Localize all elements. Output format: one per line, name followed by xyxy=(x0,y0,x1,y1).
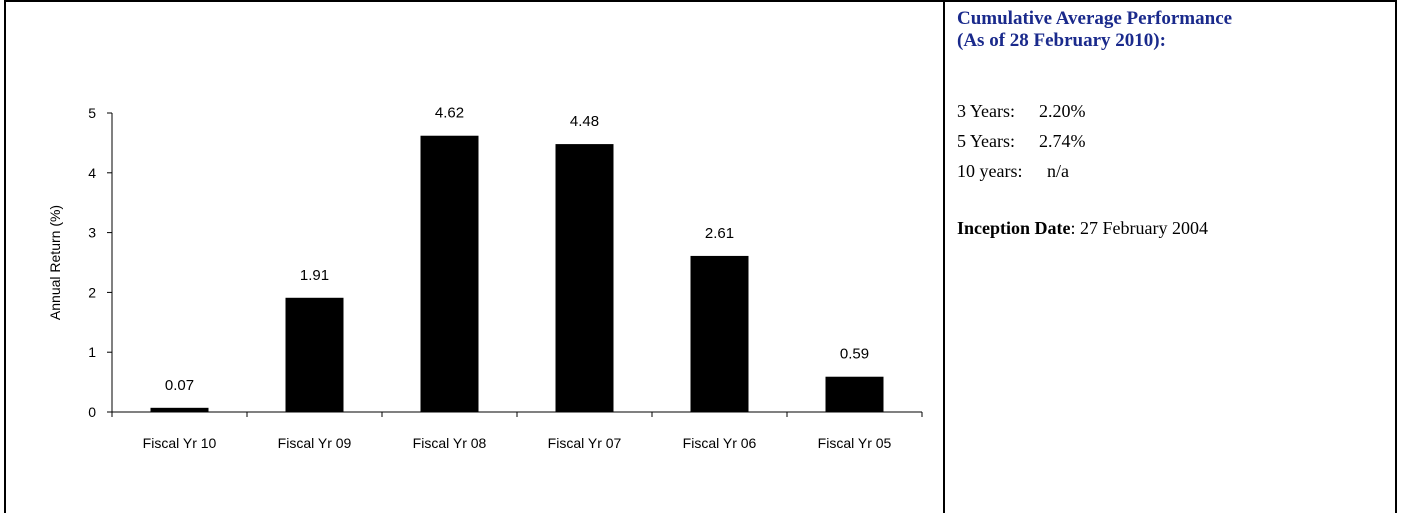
performance-title-line1: Cumulative Average Performance xyxy=(957,8,1233,29)
y-axis: 0 1 2 3 4 5 xyxy=(88,105,113,420)
bar-data-label: 0.07 xyxy=(165,377,194,394)
x-axis: Fiscal Yr 10 Fiscal Yr 09 Fiscal Yr 08 Fisc… xyxy=(111,411,923,451)
performance-label: 10 years: xyxy=(957,161,1023,181)
performance-value: 2.74% xyxy=(1039,131,1086,151)
bar-data-label: 4.48 xyxy=(570,113,599,130)
performance-title-line2: (As of 28 February 2010): xyxy=(957,30,1166,51)
page-frame xyxy=(4,0,1397,513)
x-tick-label: Fiscal Yr 07 xyxy=(548,435,622,451)
inception-value: : 27 February 2004 xyxy=(1070,218,1208,238)
performance-title: Cumulative Average Performance (As of 28… xyxy=(957,8,1387,52)
column-divider xyxy=(943,0,945,513)
y-tick-label: 4 xyxy=(88,165,96,181)
y-tick-label: 5 xyxy=(88,105,96,121)
bar-data-label: 4.62 xyxy=(435,105,464,122)
y-tick-label: 3 xyxy=(88,225,96,241)
x-tick-label: Fiscal Yr 05 xyxy=(818,435,892,451)
x-tick-label: Fiscal Yr 06 xyxy=(683,435,757,451)
bar xyxy=(825,376,884,412)
bars xyxy=(150,135,884,412)
x-tick-label: Fiscal Yr 08 xyxy=(413,435,487,451)
x-tick-label: Fiscal Yr 09 xyxy=(278,435,352,451)
bar xyxy=(690,255,749,412)
bar-data-label: 0.59 xyxy=(840,346,869,363)
y-axis-label: Annual Return (%) xyxy=(47,205,63,320)
performance-row-10y: 10 years: n/a xyxy=(957,156,1387,186)
performance-panel: Cumulative Average Performance (As of 28… xyxy=(957,8,1387,239)
y-tick-label: 0 xyxy=(88,404,96,420)
x-tick-label: Fiscal Yr 10 xyxy=(143,435,217,451)
performance-label: 3 Years: xyxy=(957,101,1016,121)
performance-value: 2.20% xyxy=(1039,101,1086,121)
bar xyxy=(420,135,479,412)
data-labels: 0.07 1.91 4.62 4.48 2.61 0.59 xyxy=(165,105,869,394)
bar-data-label: 1.91 xyxy=(300,267,329,284)
performance-value: n/a xyxy=(1047,161,1069,181)
performance-row-3y: 3 Years: 2.20% xyxy=(957,96,1387,126)
bar xyxy=(285,297,344,412)
performance-label: 5 Years: xyxy=(957,131,1016,151)
performance-list: 3 Years: 2.20% 5 Years: 2.74% 10 years: n/a xyxy=(957,96,1387,186)
performance-row-5y: 5 Years: 2.74% xyxy=(957,126,1387,156)
y-tick-label: 2 xyxy=(88,284,96,300)
y-tick-label: 1 xyxy=(88,344,96,360)
bar-data-label: 2.61 xyxy=(705,225,734,242)
bar xyxy=(150,407,209,412)
inception-date: Inception Date: 27 February 2004 xyxy=(957,218,1387,239)
bar xyxy=(555,144,614,412)
inception-label: Inception Date xyxy=(957,218,1071,238)
